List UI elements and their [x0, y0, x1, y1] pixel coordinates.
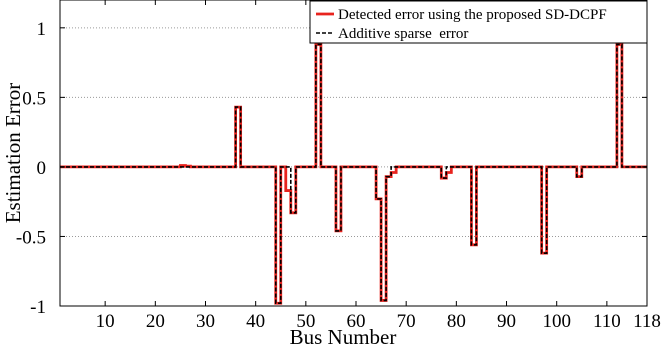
series-line-additive	[60, 43, 647, 305]
legend-label-additive: Additive sparse error	[338, 26, 468, 42]
plot-frame	[59, 0, 648, 307]
y-tick-label: -1	[30, 297, 46, 318]
y-tick-labels: 1 0.5 0 -0.5 -1	[16, 19, 46, 318]
legend-label-detected: Detected error using the proposed SD-DCP…	[338, 7, 607, 23]
x-tick-label: 50	[296, 311, 315, 332]
x-tick-label: 70	[397, 311, 416, 332]
x-axis-label: Bus Number	[290, 325, 397, 348]
series-line-detected	[60, 43, 647, 305]
x-tick-label: 60	[347, 311, 366, 332]
y-tick-label: -0.5	[16, 227, 46, 248]
grid-lines	[60, 27, 647, 237]
x-tick-label: 110	[593, 311, 621, 332]
axis-ticks	[60, 0, 648, 307]
x-tick-labels: 10 20 30 40 50 60 70 80 90 100 110 118	[96, 311, 661, 332]
x-tick-label: 118	[633, 311, 661, 332]
y-axis-label: Estimation Error	[1, 83, 25, 224]
series-lines	[60, 43, 647, 305]
x-tick-label: 80	[447, 311, 466, 332]
x-tick-label: 20	[146, 311, 165, 332]
x-tick-label: 100	[542, 311, 571, 332]
x-tick-label: 30	[196, 311, 215, 332]
y-tick-label: 1	[37, 19, 47, 40]
y-tick-label: 0.5	[22, 88, 46, 109]
x-tick-label: 40	[246, 311, 265, 332]
legend: Detected error using the proposed SD-DCP…	[309, 0, 648, 44]
legend-box	[309, 0, 648, 44]
y-tick-label: 0	[37, 158, 47, 179]
x-tick-label: 90	[497, 311, 516, 332]
x-tick-label: 10	[96, 311, 115, 332]
